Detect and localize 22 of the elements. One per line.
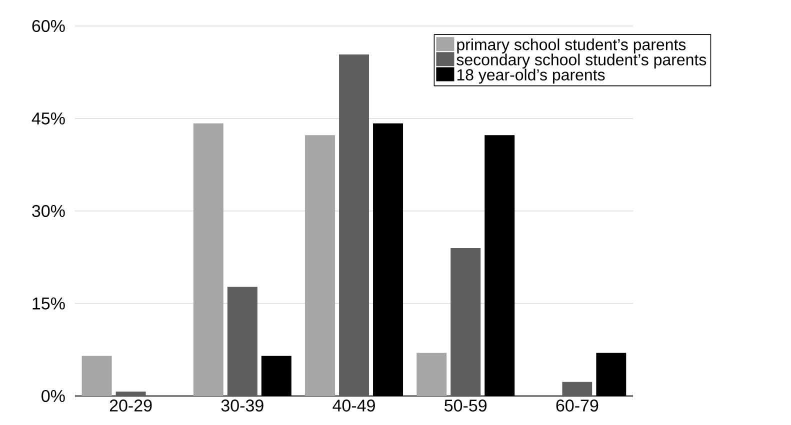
bar <box>339 54 370 396</box>
bar <box>193 123 224 396</box>
x-tick-label: 60-79 <box>556 400 598 412</box>
y-tick-label: 0% <box>42 390 65 402</box>
legend-label: 18 year-old’s parents <box>457 68 605 84</box>
y-tick-label: 60% <box>32 20 65 32</box>
bar <box>450 248 481 396</box>
bar <box>305 135 336 396</box>
bar <box>416 352 447 396</box>
x-tick-label: 30-39 <box>221 400 264 412</box>
y-tick-label: 15% <box>32 298 65 310</box>
legend-label: primary school student’s parents <box>457 38 686 54</box>
x-tick-label: 20-29 <box>110 400 152 412</box>
bar <box>562 382 592 396</box>
x-tick-label: 50-59 <box>444 400 487 412</box>
bar <box>82 356 112 396</box>
x-tick-label: 40-49 <box>332 400 375 412</box>
bar <box>116 392 146 396</box>
y-tick-label: 45% <box>32 112 65 124</box>
legend-label: secondary school student’s parents <box>456 54 706 69</box>
y-tick-label: 30% <box>32 204 65 218</box>
bar <box>227 286 258 396</box>
